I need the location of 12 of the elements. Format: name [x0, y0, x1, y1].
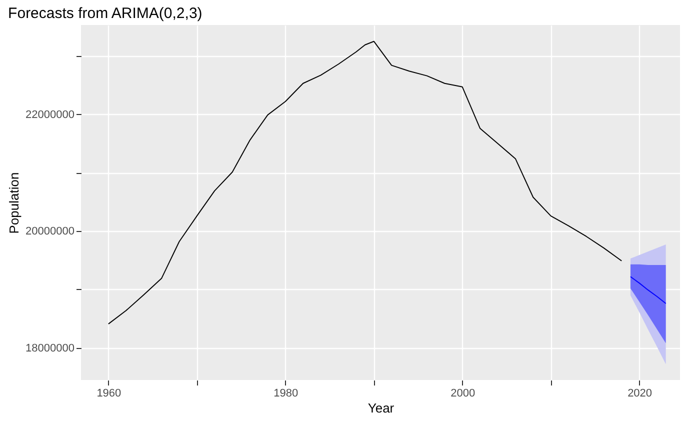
y-axis-title: Population [6, 172, 22, 234]
y-tick-label: 20000000 [26, 226, 74, 238]
x-tick-label: 2000 [450, 388, 476, 400]
x-axis-title: Year [368, 400, 395, 416]
x-tick-label: 1960 [96, 388, 122, 400]
x-tick-label: 2020 [628, 388, 652, 400]
line-series [630, 276, 666, 304]
y-tick-label: 18000000 [26, 342, 74, 354]
line-series [108, 40, 622, 324]
x-tick-label: 1980 [274, 388, 298, 400]
y-tick-label: 22000000 [26, 108, 74, 121]
chart-title: Forecasts from ARIMA(0,2,3) [8, 5, 202, 22]
